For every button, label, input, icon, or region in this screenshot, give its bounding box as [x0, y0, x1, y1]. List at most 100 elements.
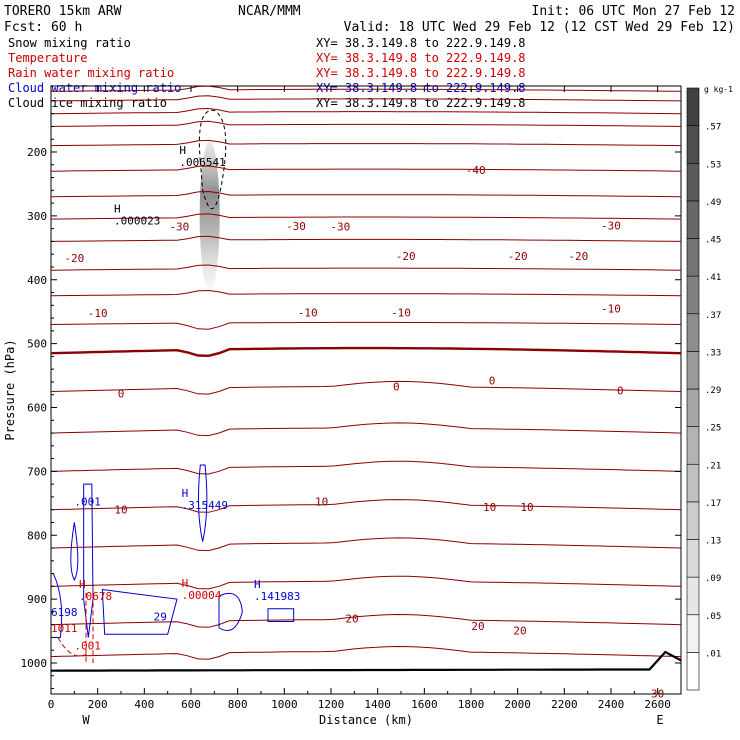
temperature-label: 10	[315, 495, 328, 508]
colorbar-bin	[686, 313, 700, 352]
temperature-label: -30	[169, 221, 189, 234]
y-axis-label: Pressure (hPa)	[3, 339, 17, 440]
temperature-label: 20	[471, 620, 484, 633]
init-time: Init: 06 UTC Mon 27 Feb 12	[532, 4, 736, 19]
temperature-label: -30	[330, 221, 350, 234]
x-tick-label: 200	[88, 698, 108, 711]
temperature-contour	[50, 537, 682, 552]
legend-snow-label: Snow mixing ratio	[8, 36, 131, 50]
colorbar-label: .05	[705, 612, 721, 622]
maximum-value: 1011	[51, 622, 78, 635]
rain-water-contour	[57, 637, 89, 657]
legend-cloudice-label: Cloud ice mixing ratio	[8, 96, 167, 110]
temperature-contour	[50, 190, 682, 198]
temperature-label: 10	[483, 501, 496, 514]
temperature-label: -10	[601, 302, 621, 315]
colorbar-bin	[686, 614, 700, 653]
x-tick-label: 1400	[364, 698, 391, 711]
maximum-value: .141983	[254, 590, 300, 603]
colorbar-label: .49	[705, 198, 721, 208]
temperature-label: -20	[508, 250, 528, 263]
legend-cloudwater-xy: XY= 38.3.149.8 to 222.9.149.8	[316, 81, 526, 95]
colorbar-label: .21	[705, 461, 721, 471]
colorbar-label: .33	[705, 348, 721, 358]
snow-shading	[198, 109, 227, 291]
maximum-marker: H	[114, 203, 121, 216]
maximum-marker: H	[79, 578, 86, 591]
y-tick-label: 900	[27, 593, 47, 606]
terrain-surface	[50, 650, 682, 672]
forecast-hour: Fcst: 60 h	[4, 20, 82, 35]
colorbar-label: .29	[705, 386, 721, 396]
temperature-contour	[50, 289, 682, 297]
temperature-label: 0	[617, 384, 624, 397]
colorbar-bin	[686, 238, 700, 277]
temperature-label: 0	[489, 375, 496, 388]
maximum-value: 6198	[51, 606, 78, 619]
temperature-label: -30	[286, 220, 306, 233]
legend-cloudwater-label: Cloud water mixing ratio	[8, 81, 181, 95]
maxima-labels: H.006541H.000023H.315449H.141983H.00004H…	[51, 144, 300, 653]
x-tick-label: 1600	[411, 698, 438, 711]
x-tick-label: 2000	[504, 698, 531, 711]
cloud-water-contour	[101, 588, 178, 635]
colorbar-label: .09	[705, 574, 721, 584]
temperature-contour	[50, 499, 682, 513]
temperature-contour	[50, 321, 682, 330]
temperature-contour	[50, 380, 682, 395]
legend-cloudice-xy: XY= 38.3.149.8 to 222.9.149.8	[316, 96, 526, 110]
colorbar-bin	[686, 200, 700, 239]
temperature-contour	[50, 139, 682, 147]
legend-rain-label: Rain water mixing ratio	[8, 66, 174, 80]
temperature-label: 0	[118, 387, 125, 400]
legend-temperature-xy: XY= 38.3.149.8 to 222.9.149.8	[316, 51, 526, 65]
legend-rain-xy: XY= 38.3.149.8 to 222.9.149.8	[316, 66, 526, 80]
maximum-value: .001	[74, 496, 101, 509]
endpoint-west: W	[82, 713, 90, 727]
colorbar-bin	[686, 87, 700, 126]
x-axis-label: Distance (km)	[319, 713, 413, 727]
colorbar-label: .25	[705, 424, 721, 434]
temperature-contour	[50, 575, 682, 590]
colorbar-bin	[686, 501, 700, 540]
colorbar-label: .41	[705, 273, 721, 283]
x-axis: 0 200 400 600 800 1000 1200 1400 1600 1800 2000 220…	[48, 86, 671, 711]
cloud-water-contour	[197, 464, 208, 542]
temperature-label: -40	[466, 164, 486, 177]
colorbar-bin	[686, 162, 700, 202]
temperature-label: 10	[114, 504, 127, 517]
colorbar-label: .13	[705, 537, 721, 547]
cloud-water-contour	[70, 522, 79, 582]
temperature-contour	[50, 213, 682, 220]
x-tick-label: 1800	[458, 698, 485, 711]
legend-snow-xy: XY= 38.3.149.8 to 222.9.149.8	[316, 36, 526, 50]
x-tick-label: 2600	[644, 698, 671, 711]
x-tick-label: 800	[228, 698, 248, 711]
cloud-water-contour	[267, 608, 295, 622]
x-tick-label: 1200	[318, 698, 345, 711]
plot-frame	[50, 85, 682, 695]
colorbar-bin	[686, 576, 700, 616]
cloud-ice-contour	[198, 109, 227, 210]
maximum-marker: H	[182, 577, 189, 590]
temperature-contour	[50, 645, 682, 660]
temperature-label: 20	[513, 624, 526, 637]
terrain-line	[50, 650, 682, 672]
temperature-labels: -40 -30 -30 -30 -30 -20 -20 -20 -20 -10 -10 -10 -10 0…	[64, 164, 664, 701]
y-tick-label: 200	[27, 146, 47, 159]
cloud-water-contour	[83, 483, 94, 638]
maximum-value: .00004	[182, 589, 222, 602]
colorbar-bin	[686, 125, 700, 164]
maximum-value: .006541	[179, 156, 225, 169]
snow-plume	[199, 140, 220, 291]
maximum-marker: H	[182, 487, 189, 500]
x-tick-label: 400	[134, 698, 154, 711]
cloud-water-contour	[52, 573, 63, 638]
colorbar-label: .37	[705, 311, 721, 321]
temperature-contour	[50, 107, 682, 115]
legend-temperature-label: Temperature	[8, 51, 87, 65]
colorbar-unit: g kg-1	[704, 85, 733, 94]
colorbar-label: .17	[705, 499, 721, 509]
endpoint-east: E	[656, 713, 663, 727]
maximum-value: .0678	[79, 590, 112, 603]
